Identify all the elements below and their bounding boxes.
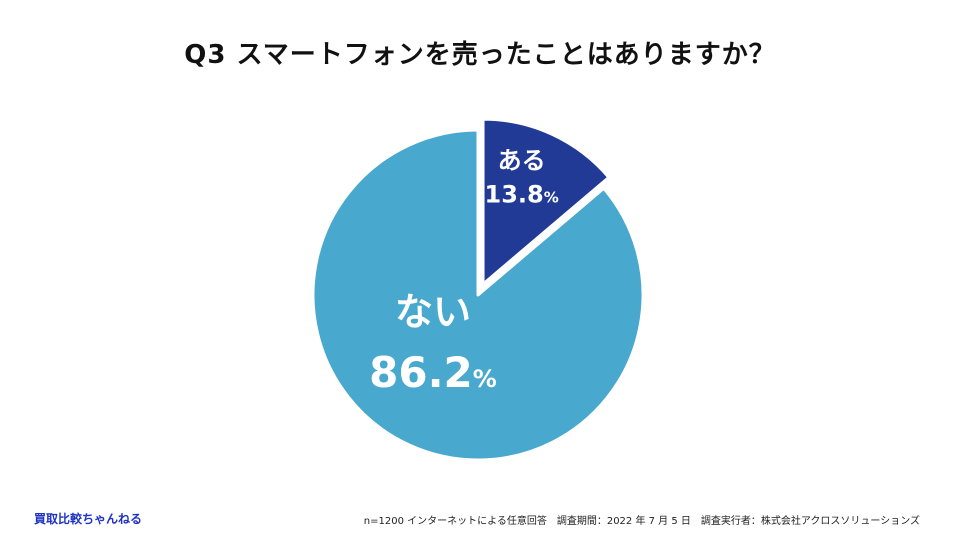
- chart-title: Q3 スマートフォンを売ったことはありますか？: [184, 40, 776, 70]
- slice-value-aru: 13.8%: [485, 180, 559, 208]
- pie-slice-nai: [311, 128, 645, 462]
- slice-label-nai: ない: [395, 290, 471, 334]
- pie-slice-aru: [481, 117, 611, 286]
- survey-footnote: n=1200 インターネットによる任意回答 調査期間：2022 年 7 月 5 …: [363, 516, 920, 527]
- slice-value-nai: 86.2%: [369, 348, 497, 397]
- brand-name: 買取比較ちゃんねる: [34, 512, 143, 526]
- slice-label-aru: ある: [498, 146, 546, 174]
